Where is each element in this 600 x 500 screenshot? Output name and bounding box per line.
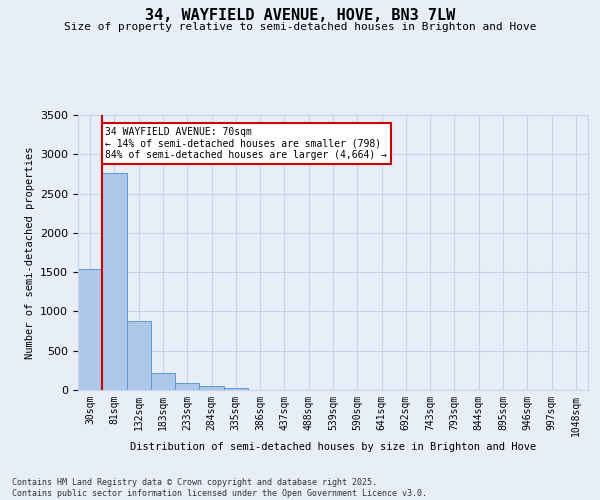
- Y-axis label: Number of semi-detached properties: Number of semi-detached properties: [25, 146, 35, 359]
- Text: 34, WAYFIELD AVENUE, HOVE, BN3 7LW: 34, WAYFIELD AVENUE, HOVE, BN3 7LW: [145, 8, 455, 22]
- Text: Distribution of semi-detached houses by size in Brighton and Hove: Distribution of semi-detached houses by …: [130, 442, 536, 452]
- Bar: [127, 321, 151, 390]
- Text: Size of property relative to semi-detached houses in Brighton and Hove: Size of property relative to semi-detach…: [64, 22, 536, 32]
- Bar: [199, 386, 224, 390]
- Bar: [224, 388, 248, 390]
- Text: 34 WAYFIELD AVENUE: 70sqm
← 14% of semi-detached houses are smaller (798)
84% of: 34 WAYFIELD AVENUE: 70sqm ← 14% of semi-…: [106, 127, 388, 160]
- Bar: [151, 373, 175, 390]
- Bar: [102, 173, 127, 390]
- Bar: [175, 382, 199, 390]
- Bar: [78, 269, 102, 390]
- Text: Contains HM Land Registry data © Crown copyright and database right 2025.
Contai: Contains HM Land Registry data © Crown c…: [12, 478, 427, 498]
